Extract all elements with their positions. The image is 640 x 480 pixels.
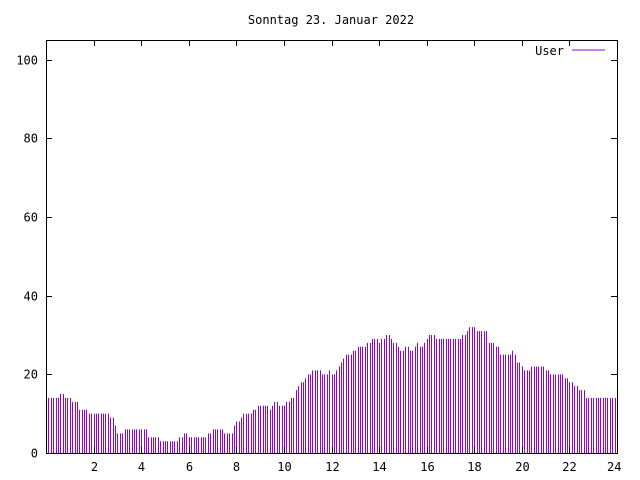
x-tick-label: 10 (277, 460, 291, 474)
legend: User (535, 44, 605, 58)
y-tick-label: 80 (24, 132, 38, 146)
y-tick-label: 100 (16, 54, 38, 68)
chart-title: Sonntag 23. Januar 2022 (248, 13, 414, 27)
x-tick-label: 24 (607, 460, 621, 474)
x-tick-label: 16 (420, 460, 434, 474)
x-tick-label: 2 (91, 460, 98, 474)
x-tick-label: 8 (233, 460, 240, 474)
x-tick-label: 14 (372, 460, 386, 474)
y-tick-label: 60 (24, 211, 38, 225)
legend-label-user: User (535, 44, 564, 58)
y-tick-label: 20 (24, 368, 38, 382)
x-tick-label: 6 (186, 460, 193, 474)
y-tick-label: 40 (24, 290, 38, 304)
x-tick-label: 22 (562, 460, 576, 474)
y-tick-label: 0 (31, 447, 38, 461)
x-tick-label: 4 (138, 460, 145, 474)
user-bars (46, 327, 616, 453)
x-tick-label: 12 (325, 460, 339, 474)
x-tick-label: 20 (515, 460, 529, 474)
x-tick-label: 18 (467, 460, 481, 474)
